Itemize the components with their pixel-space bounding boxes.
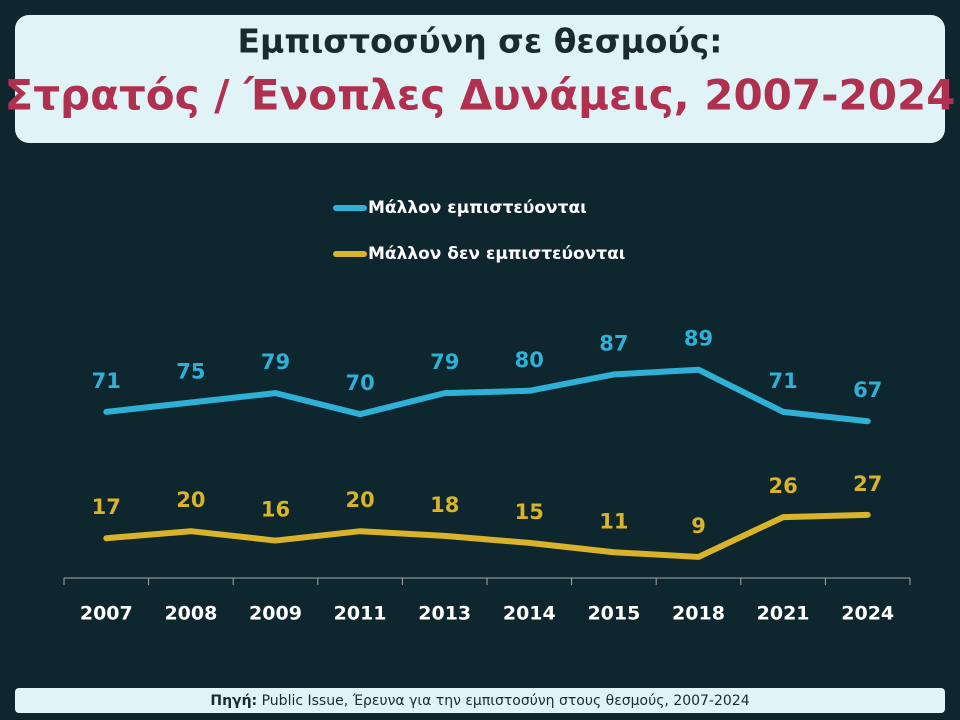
data-label: 80: [515, 348, 544, 372]
x-tick-label: 2014: [503, 603, 556, 625]
x-tick-label: 2009: [249, 603, 302, 625]
x-tick-label: 2015: [587, 603, 640, 625]
title-box: [15, 15, 945, 143]
source-box: [15, 688, 945, 713]
x-tick-label: 2021: [757, 603, 810, 625]
x-tick-label: 2008: [164, 603, 217, 625]
x-tick-label: 2024: [841, 603, 894, 625]
data-label: 11: [599, 509, 628, 533]
data-label: 20: [176, 488, 205, 512]
series-line: [103, 511, 871, 560]
chart-title: Εμπιστοσύνη σε θεσμούς:: [238, 22, 723, 61]
x-tick-label: 2011: [334, 603, 387, 625]
data-label: 79: [261, 350, 290, 374]
series-line: [103, 366, 871, 425]
legend-label: Μάλλον δεν εμπιστεύονται: [368, 244, 625, 264]
source: Πηγή: Public Issue, Έρευνα για την εμπισ…: [210, 693, 749, 709]
data-label: 71: [92, 369, 121, 393]
data-label: 15: [515, 500, 544, 524]
data-label: 89: [684, 327, 713, 351]
data-label: 17: [92, 495, 121, 519]
data-label: 71: [768, 369, 797, 393]
x-tick-label: 2013: [418, 603, 471, 625]
legend-label: Μάλλον εμπιστεύονται: [368, 198, 587, 218]
data-label: 27: [853, 472, 882, 496]
data-label: 18: [430, 493, 459, 517]
data-label: 67: [853, 378, 882, 402]
source-label: Πηγή:: [210, 693, 257, 709]
x-tick-label: 2018: [672, 603, 725, 625]
source-text: Public Issue, Έρευνα για την εμπιστοσύνη…: [262, 693, 750, 709]
data-label: 9: [691, 514, 706, 538]
data-label: 26: [768, 474, 797, 498]
data-label: 20: [345, 488, 374, 512]
chart-subtitle: Στρατός / Ένοπλες Δυνάμεις, 2007-2024: [5, 71, 956, 120]
data-label: 87: [599, 331, 628, 355]
data-label: 79: [430, 350, 459, 374]
data-label: 75: [176, 360, 205, 384]
data-label: 70: [345, 371, 374, 395]
data-label: 16: [261, 498, 290, 522]
x-tick-label: 2007: [80, 603, 133, 625]
